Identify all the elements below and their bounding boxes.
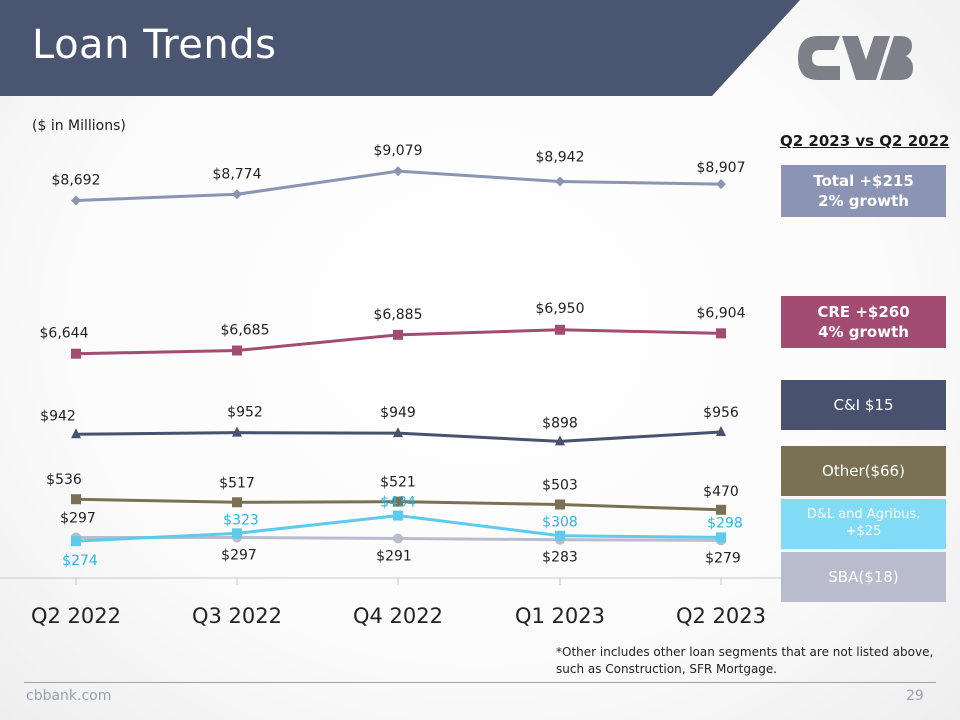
data-point-other bbox=[232, 497, 242, 508]
data-label-ci: $942 bbox=[40, 408, 76, 424]
data-point-dl bbox=[716, 532, 726, 543]
data-point-total bbox=[555, 176, 565, 187]
data-label-total: $8,774 bbox=[213, 166, 262, 182]
data-label-dl: $434 bbox=[380, 495, 416, 511]
data-label-other: $470 bbox=[703, 484, 739, 500]
footer-website: cbbank.com bbox=[26, 688, 112, 704]
x-tick-label: Q2 2022 bbox=[31, 604, 121, 628]
data-point-total bbox=[71, 195, 81, 206]
data-label-total: $8,692 bbox=[52, 172, 101, 188]
x-tick-label: Q2 2023 bbox=[676, 604, 766, 628]
data-point-ci bbox=[393, 427, 403, 438]
data-label-ci: $956 bbox=[703, 405, 739, 421]
data-point-cre bbox=[716, 328, 726, 339]
data-point-dl bbox=[232, 528, 242, 539]
data-point-dl bbox=[393, 510, 403, 521]
data-point-sba bbox=[393, 533, 403, 544]
total-growth-line1: Total +$215 bbox=[813, 171, 914, 190]
page-number: 29 bbox=[906, 688, 924, 704]
data-label-ci: $952 bbox=[227, 405, 263, 421]
data-label-other: $503 bbox=[542, 478, 578, 494]
data-point-other bbox=[71, 494, 81, 505]
data-point-cre bbox=[555, 324, 565, 335]
dl-change-line1: D&L and Agribus. bbox=[806, 507, 921, 523]
cre-growth-line2: 4% growth bbox=[818, 323, 909, 341]
dl-agribus-change-box: D&L and Agribus. +$25 bbox=[781, 499, 946, 549]
ci-change-box: C&I $15 bbox=[781, 380, 946, 430]
data-label-total: $8,907 bbox=[697, 160, 746, 176]
dl-change-line2: +$25 bbox=[845, 524, 882, 539]
sba-change-line1: SBA($18) bbox=[828, 567, 899, 586]
data-label-other: $517 bbox=[219, 475, 255, 491]
cre-growth-box: CRE +$260 4% growth bbox=[781, 296, 946, 348]
footnote: *Other includes other loan segments that… bbox=[556, 645, 934, 676]
data-point-cre bbox=[232, 345, 242, 356]
data-point-dl bbox=[555, 530, 565, 541]
x-tick-label: Q4 2022 bbox=[353, 604, 443, 628]
data-point-total bbox=[716, 179, 726, 190]
data-label-other: $521 bbox=[380, 475, 416, 491]
data-point-cre bbox=[71, 348, 81, 359]
data-point-ci bbox=[232, 426, 242, 437]
data-label-dl: $274 bbox=[62, 553, 98, 569]
data-label-sba: $279 bbox=[705, 550, 741, 566]
units-note: ($ in Millions) bbox=[32, 118, 126, 134]
data-label-sba: $297 bbox=[60, 510, 96, 526]
data-label-cre: $6,950 bbox=[536, 301, 585, 317]
total-growth-line2: 2% growth bbox=[818, 192, 909, 210]
data-label-total: $9,079 bbox=[374, 143, 423, 159]
data-point-other bbox=[393, 496, 403, 507]
header-band bbox=[0, 0, 800, 96]
ci-change-line1: C&I $15 bbox=[833, 395, 894, 414]
data-label-sba: $283 bbox=[542, 550, 578, 566]
data-point-dl bbox=[71, 536, 81, 547]
data-label-dl: $323 bbox=[223, 512, 259, 528]
footer-divider bbox=[24, 682, 936, 683]
data-point-other bbox=[555, 499, 565, 510]
sba-change-box: SBA($18) bbox=[781, 552, 946, 602]
data-label-dl: $308 bbox=[542, 515, 578, 531]
data-point-ci bbox=[716, 426, 726, 437]
data-label-cre: $6,885 bbox=[374, 307, 423, 323]
data-point-ci bbox=[555, 435, 565, 446]
other-change-box: Other($66) bbox=[781, 446, 946, 496]
data-label-cre: $6,644 bbox=[40, 326, 89, 342]
cre-growth-line1: CRE +$260 bbox=[817, 302, 910, 321]
data-label-other: $536 bbox=[46, 472, 82, 488]
x-tick-label: Q3 2022 bbox=[192, 604, 282, 628]
data-point-other bbox=[716, 504, 726, 515]
data-label-ci: $949 bbox=[380, 405, 416, 421]
data-point-cre bbox=[393, 329, 403, 340]
data-point-ci bbox=[71, 428, 81, 439]
data-label-sba: $291 bbox=[376, 548, 412, 564]
other-change-line1: Other($66) bbox=[822, 461, 905, 480]
total-growth-box: Total +$215 2% growth bbox=[781, 165, 946, 217]
data-label-ci: $898 bbox=[542, 415, 578, 431]
data-point-total bbox=[393, 166, 403, 177]
page-title: Loan Trends bbox=[32, 22, 277, 68]
x-tick-label: Q1 2023 bbox=[515, 604, 605, 628]
data-label-cre: $6,685 bbox=[221, 323, 270, 339]
data-point-total bbox=[232, 189, 242, 200]
data-label-sba: $297 bbox=[221, 547, 257, 563]
data-label-cre: $6,904 bbox=[697, 305, 746, 321]
cvb-logo bbox=[798, 36, 913, 80]
data-label-dl: $298 bbox=[707, 515, 743, 531]
comparison-heading: Q2 2023 vs Q2 2022 bbox=[780, 132, 950, 150]
data-label-total: $8,942 bbox=[536, 150, 585, 166]
